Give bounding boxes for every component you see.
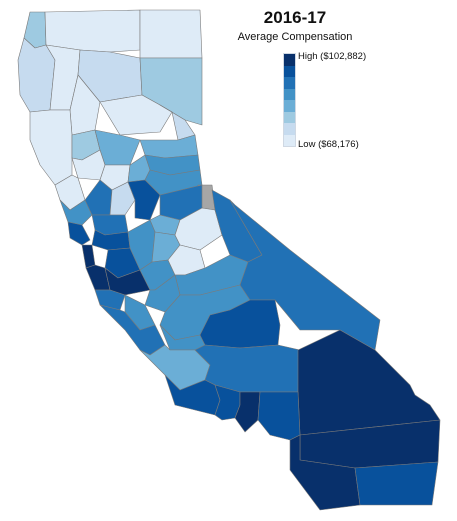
map-subtitle: Average Compensation [237,31,353,43]
legend-swatch [284,65,295,77]
county-orange[interactable] [257,391,301,441]
county-marin[interactable] [67,221,91,246]
county-sierra[interactable] [139,134,199,159]
county-inyo[interactable] [229,199,381,351]
county-imperial[interactable] [354,461,439,506]
county-siskiyou[interactable] [44,9,141,53]
county-modoc[interactable] [139,9,203,59]
county-mendocino[interactable] [29,109,73,186]
legend-swatch [284,88,295,100]
county-santa-cruz[interactable] [94,289,126,311]
legend-swatch [284,54,295,66]
legend-swatch [284,77,295,89]
county-yolo[interactable] [109,181,136,216]
legend-swatch [284,111,295,123]
legend-high-label: High ($102,882) [298,51,367,62]
legend-swatch [284,100,295,112]
legend-low-label: Low ($68,176) [298,139,359,150]
legend-swatch [284,134,295,146]
county-san-francisco[interactable] [81,244,96,269]
map-title: 2016-17 [263,8,327,27]
legend-swatch [284,123,295,135]
county-monterey[interactable] [99,304,166,356]
color-scale-legend [283,53,296,147]
